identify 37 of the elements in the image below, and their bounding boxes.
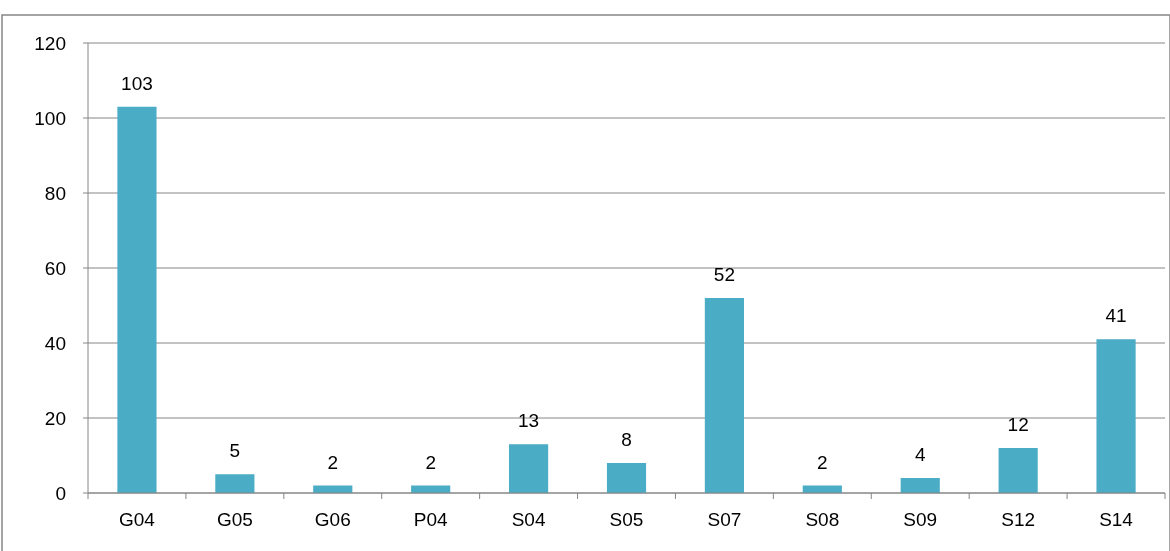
bar: [1096, 339, 1136, 493]
data-label: 8: [621, 429, 632, 450]
y-tick-label: 20: [44, 407, 66, 429]
x-tick-label: G05: [216, 509, 253, 530]
x-tick-label: S12: [1001, 509, 1036, 530]
y-tick-label: 100: [34, 107, 66, 129]
bar: [900, 478, 940, 493]
x-tick-label: P04: [413, 509, 449, 530]
y-tick-label: 60: [44, 257, 66, 279]
data-label: 13: [518, 410, 540, 432]
x-tick-label: S09: [903, 509, 938, 530]
x-tick-label: G06: [314, 509, 351, 530]
bar: [606, 463, 647, 493]
bar: [704, 298, 744, 493]
data-label: 4: [914, 444, 926, 465]
x-tick-label: S14: [1099, 509, 1134, 530]
data-label: 52: [713, 264, 735, 285]
data-label: 2: [327, 451, 339, 473]
bar: [117, 106, 157, 493]
x-tick-label: S07: [707, 509, 742, 530]
x-tick-label: G04: [118, 509, 156, 530]
data-label: 12: [1007, 414, 1029, 435]
y-tick-label: 40: [44, 332, 66, 354]
data-label: 5: [229, 440, 241, 462]
data-label: 103: [121, 72, 153, 94]
y-tick-label: 120: [34, 32, 66, 54]
bar: [998, 448, 1038, 493]
x-tick-label: S04: [511, 509, 546, 530]
x-tick-label: S08: [805, 509, 840, 530]
data-label: 2: [425, 451, 436, 473]
bar: [215, 474, 255, 493]
x-tick-label: S05: [609, 509, 644, 530]
y-tick-label: 80: [44, 182, 66, 204]
bar: [509, 444, 549, 493]
data-label: 2: [817, 451, 828, 473]
y-tick-label: 0: [55, 482, 66, 504]
data-label: 41: [1105, 305, 1127, 327]
